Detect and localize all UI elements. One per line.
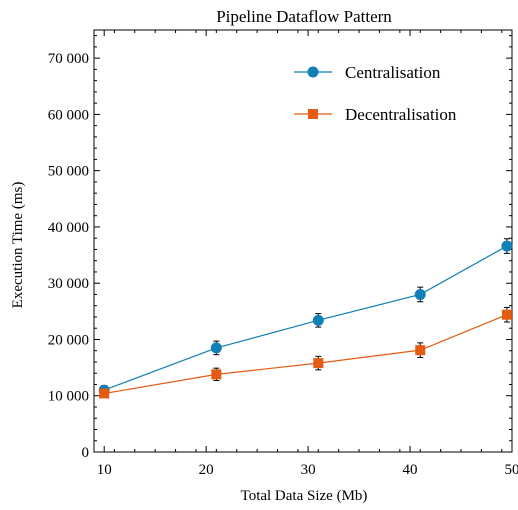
y-tick-label: 40 000 <box>48 220 89 236</box>
plot-frame <box>93 29 513 453</box>
legend-label: Decentralisation <box>345 105 457 124</box>
legend-label: Centralisation <box>345 63 441 82</box>
y-tick-label: 60 000 <box>48 107 89 123</box>
data-point <box>312 314 324 326</box>
y-axis-label: Execution Time (ms) <box>10 182 26 309</box>
plot-border <box>93 29 513 453</box>
series-layer <box>98 238 513 399</box>
y-tick-label: 70 000 <box>48 51 89 67</box>
axis-ticks <box>93 30 513 453</box>
series-0 <box>98 238 513 396</box>
legend-item: Centralisation <box>294 63 441 82</box>
series-line <box>104 314 508 395</box>
data-point <box>313 358 324 369</box>
x-tick-label: 30 <box>301 462 316 478</box>
data-point <box>501 240 513 252</box>
y-tick-label: 0 <box>82 445 90 461</box>
data-point <box>211 369 222 380</box>
tick-labels: 10 20 30 40 50 0 10 000 20 000 30 000 40 000 50 00… <box>48 51 518 478</box>
chart-title: Pipeline Dataflow Pattern <box>216 7 392 26</box>
data-point <box>415 345 426 356</box>
legend: Centralisation Decentralisation <box>294 63 457 124</box>
data-point <box>99 388 110 399</box>
x-tick-label: 50 <box>505 462 518 478</box>
x-tick-label: 40 <box>403 462 418 478</box>
series-line <box>103 245 508 391</box>
y-tick-label: 30 000 <box>48 276 89 292</box>
legend-item: Decentralisation <box>294 105 457 124</box>
x-tick-label: 10 <box>97 462 112 478</box>
y-tick-label: 20 000 <box>48 332 89 348</box>
series-1 <box>99 306 512 399</box>
legend-marker <box>307 66 319 78</box>
y-tick-label: 10 000 <box>48 389 89 405</box>
data-point <box>414 288 426 300</box>
data-point <box>210 342 222 354</box>
x-axis-label: Total Data Size (Mb) <box>241 488 368 504</box>
y-tick-label: 50 000 <box>48 164 89 180</box>
data-point <box>501 309 512 320</box>
x-tick-label: 20 <box>199 462 214 478</box>
legend-marker <box>308 109 318 119</box>
